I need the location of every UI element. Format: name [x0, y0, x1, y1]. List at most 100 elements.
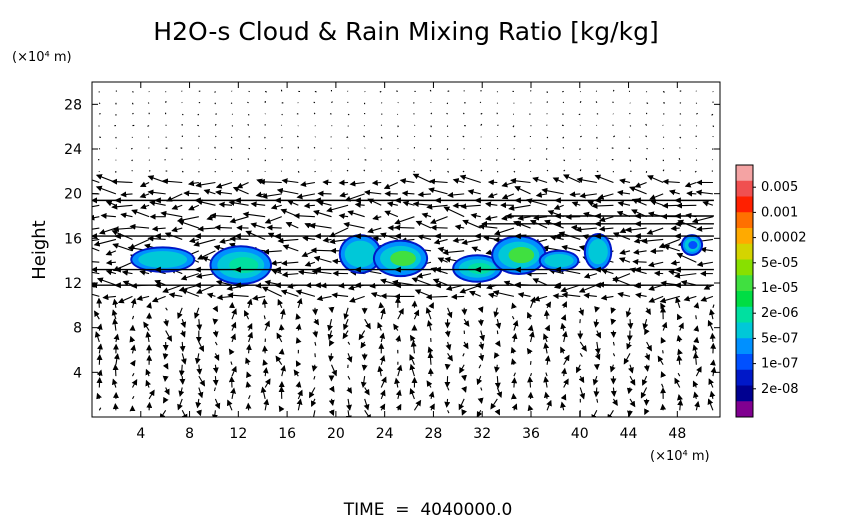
wind-vector [195, 181, 216, 188]
cloud-cell-core [352, 245, 372, 263]
wind-vector [700, 246, 714, 253]
wind-vector [647, 175, 664, 184]
wind-vector [343, 318, 349, 331]
wind-vector [367, 227, 382, 234]
wind-vector [479, 330, 486, 342]
wind-vector [609, 364, 616, 373]
y-tick-label: 28 [64, 97, 82, 113]
wind-vector [513, 170, 516, 173]
wind-vector [111, 178, 133, 185]
cloud-cell-core [688, 241, 698, 250]
wind-vector [143, 321, 150, 331]
wind-vector [395, 389, 402, 400]
wind-vector [139, 192, 150, 199]
wind-vector [446, 112, 448, 115]
wind-vector [397, 170, 400, 173]
wind-vector [560, 322, 567, 331]
wind-vector [543, 391, 550, 400]
wind-vector [212, 376, 219, 386]
wind-vector [214, 341, 218, 346]
wind-vector [648, 261, 664, 268]
wind-vector [343, 307, 350, 320]
wind-vector [313, 255, 332, 263]
wind-vector [329, 238, 349, 245]
wind-vector [458, 398, 465, 411]
wind-vector [384, 210, 399, 218]
wind-vector [503, 280, 515, 287]
wind-vector [313, 146, 316, 149]
wind-vector [517, 214, 531, 221]
wind-vector [112, 298, 119, 308]
wind-vector [180, 330, 186, 338]
wind-vector [543, 376, 550, 388]
wind-vector [339, 191, 349, 198]
wind-vector [379, 332, 386, 343]
wind-vector [247, 123, 250, 126]
wind-vector [130, 344, 137, 354]
wind-jet-arrowhead [233, 282, 241, 289]
wind-vector [480, 123, 483, 126]
wind-vector [250, 201, 266, 208]
wind-vector [285, 222, 299, 229]
wind-vector [310, 247, 332, 254]
wind-vector [462, 341, 469, 350]
wind-vector [629, 375, 636, 386]
wind-vector [395, 403, 402, 411]
wind-vector [327, 330, 334, 341]
wind-vector [377, 321, 383, 331]
wind-vector [177, 219, 200, 229]
wind-vector [151, 295, 166, 303]
wind-jet-arrowhead [553, 213, 561, 219]
wind-vector [330, 159, 332, 161]
wind-vector [663, 244, 680, 252]
wind-vector [409, 363, 416, 377]
wind-vector [527, 376, 534, 388]
wind-vector [293, 212, 315, 219]
wind-vector [677, 394, 683, 401]
wind-vector [303, 202, 315, 209]
wind-vector [627, 319, 634, 330]
wind-vector [560, 393, 567, 401]
wind-vector [617, 291, 631, 298]
cloud-cell [491, 235, 547, 275]
wind-vector [650, 199, 664, 206]
wind-vector [461, 307, 468, 316]
wind-vector [692, 352, 699, 365]
wind-vector [281, 146, 283, 149]
wind-vector [280, 289, 299, 297]
wind-vector [246, 298, 253, 308]
wind-vector [250, 222, 266, 229]
wind-jet-arrowhead [633, 213, 641, 219]
wind-vector [646, 147, 648, 150]
wind-vector [349, 295, 365, 303]
colorbar-segment [736, 354, 753, 371]
wind-vector [541, 187, 564, 195]
wind-vector [92, 238, 100, 242]
wind-vector [511, 302, 517, 310]
colorbar-label: 2e-06 [761, 306, 799, 321]
wind-jet-arrowhead [113, 233, 121, 240]
wind-vector [346, 136, 349, 139]
wind-vector [677, 372, 681, 377]
wind-vector [575, 226, 597, 233]
wind-vector [646, 341, 652, 352]
wind-vector [329, 339, 335, 347]
wind-vector [644, 328, 650, 336]
wind-vector [206, 214, 216, 221]
wind-vector [129, 223, 150, 230]
wind-vector [347, 113, 350, 116]
wind-vector [680, 279, 697, 286]
wind-vector [484, 215, 498, 221]
wind-vector [128, 238, 150, 249]
wind-vector [193, 238, 216, 247]
wind-vector [197, 113, 200, 116]
wind-vector [494, 408, 500, 416]
wind-vector [281, 178, 299, 185]
wind-vector [511, 315, 515, 320]
wind-vector [645, 307, 651, 315]
wind-vector [230, 146, 233, 149]
x-axis: 4 8 12 16 20 24 28 32 36 40 44 48 [136, 82, 686, 442]
wind-jet-arrowhead [633, 197, 641, 204]
wind-vector [646, 227, 664, 235]
